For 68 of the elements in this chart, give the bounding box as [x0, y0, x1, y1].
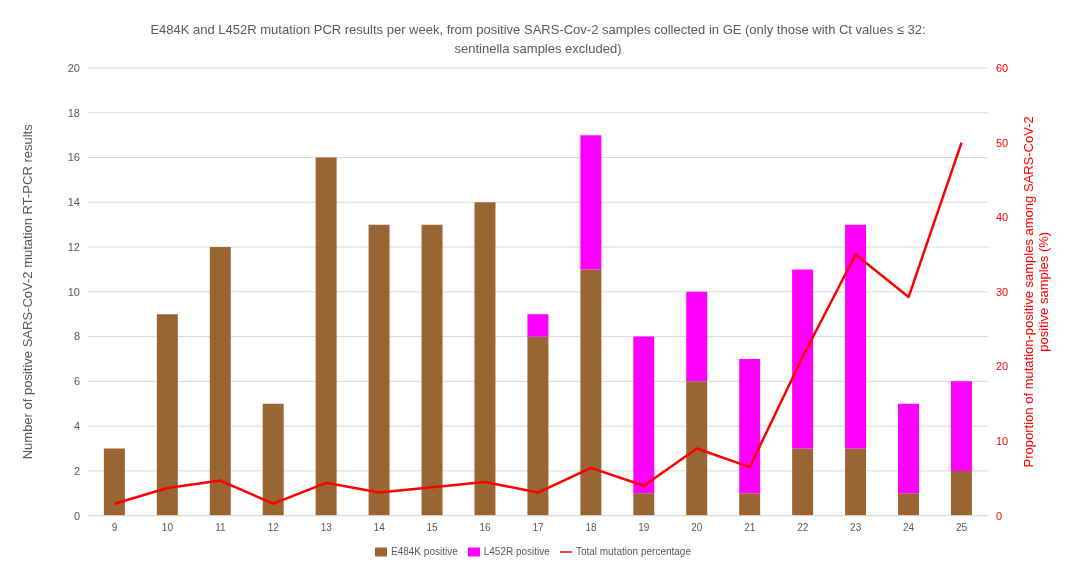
x-tick-label: 18	[585, 521, 597, 533]
y-tick-label: 16	[67, 151, 80, 164]
x-tick-label: 11	[215, 521, 226, 533]
x-tick-label: 20	[691, 521, 703, 533]
x-tick-label: 23	[850, 521, 862, 533]
bar	[633, 493, 655, 516]
bar	[898, 403, 919, 494]
y-tick-label: 12	[67, 240, 80, 253]
legend-label: E484K positive	[391, 545, 458, 557]
bar	[527, 314, 549, 337]
y-tick-label: 0	[73, 509, 80, 522]
line-series	[113, 141, 963, 505]
bar	[580, 135, 602, 270]
bar	[103, 448, 125, 516]
x-tick-label: 12	[267, 521, 280, 533]
y-tick-label: 18	[67, 106, 80, 119]
bar	[950, 381, 972, 471]
x-tick-label: 16	[479, 521, 492, 533]
y-tick-label: 4	[73, 420, 80, 433]
y-axis-title: Number of positive SARS-CoV-2 mutation RT-PCR results	[20, 123, 35, 460]
y2-tick-label: 20	[996, 360, 1009, 373]
x-tick-label: 25	[955, 521, 968, 533]
y-tick-label: 10	[67, 285, 80, 298]
bar	[739, 493, 761, 516]
bar	[527, 336, 549, 516]
legend-label: L452R positive	[483, 545, 550, 557]
bar	[686, 381, 708, 516]
bar	[262, 403, 284, 516]
y2-tick-label: 50	[996, 136, 1009, 149]
x-tick-label: 10	[161, 521, 174, 533]
x-tick-label: 22	[797, 521, 809, 533]
x-tick-label: 13	[320, 521, 333, 533]
y-tick-label: 6	[73, 375, 80, 388]
y-tick-label: 14	[67, 196, 80, 209]
bar	[792, 448, 814, 516]
y2-tick-label: 60	[996, 61, 1009, 74]
bar	[898, 493, 919, 516]
chart-title: E484K and L452R mutation PCR results per week, from positive SARS-Cov-2 samples collected in GE (only those with Ct values ≤ 32: sentinella samples excluded)	[149, 21, 927, 58]
y2-axis-title: Proportion of mutation-positive samples among SARS-CoV-2 positive samples (%)	[1021, 116, 1051, 468]
y-tick-label: 2	[73, 464, 80, 477]
x-tick-label: 21	[744, 521, 756, 533]
bar	[739, 358, 761, 494]
bar	[950, 470, 972, 516]
bar	[845, 224, 867, 449]
y2-tick-label: 30	[996, 285, 1009, 298]
bar	[156, 314, 178, 516]
bar	[792, 269, 814, 449]
x-tick-label: 24	[903, 521, 915, 533]
y2-tick-label: 0	[996, 509, 1003, 522]
y2-tick-label: 10	[996, 434, 1009, 447]
x-tick-label: 15	[426, 521, 439, 533]
x-tick-label: 19	[638, 521, 650, 533]
bar	[368, 224, 390, 516]
x-tick-label: 9	[111, 521, 118, 533]
bar	[686, 291, 708, 382]
bar	[845, 448, 867, 516]
legend-label: Total mutation percentage	[575, 545, 691, 557]
x-tick-label: 17	[532, 521, 544, 533]
x-tick-label: 14	[373, 521, 386, 533]
bar	[633, 336, 655, 494]
bar	[209, 247, 231, 516]
y2-tick-label: 40	[996, 211, 1009, 224]
y-tick-label: 8	[73, 330, 80, 343]
bar	[580, 269, 602, 516]
y-tick-label: 20	[67, 61, 80, 74]
bar	[315, 157, 337, 516]
bar	[474, 202, 496, 516]
bar	[421, 224, 443, 516]
